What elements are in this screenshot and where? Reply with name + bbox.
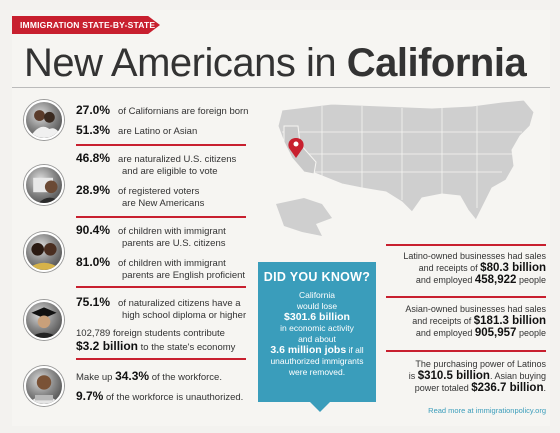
stat-registered-voters: 28.9% of registered voters are New Americ… (76, 183, 205, 209)
did-you-know-pointer (310, 402, 330, 412)
did-you-know-heading: DID YOU KNOW? (263, 270, 371, 284)
divider (76, 144, 246, 146)
did-you-know-box: DID YOU KNOW? California would lose $301… (258, 262, 376, 412)
stat-children-english: 81.0% of children with immigrant parents … (76, 255, 246, 281)
purchasing-power-stat: The purchasing power of Latinos is $310.… (408, 359, 546, 394)
asian-business-stat: Asian-owned businesses had sales and rec… (405, 304, 546, 339)
stat-foreign-students: 102,789 foreign students contribute $3.2… (76, 328, 236, 353)
stat-latino-asian: 51.3% are Latino or Asian (76, 123, 198, 137)
title-strong: California (346, 41, 527, 85)
latino-business-stat: Latino-owned businesses had sales and re… (403, 251, 546, 286)
stat-diploma: 75.1% of naturalized citizens have a high… (76, 295, 247, 321)
divider (386, 350, 546, 352)
alaska-shape (276, 198, 332, 236)
us-mainland-shape (277, 99, 535, 221)
divider (386, 296, 546, 298)
voter-photo (24, 165, 64, 205)
graduate-photo (24, 300, 64, 340)
divider (76, 216, 246, 218)
stat-workforce: Make up 34.3% of the workforce. (76, 369, 222, 383)
stat-unauthorized-workforce: 9.7% of the workforce is unauthorized. (76, 389, 244, 403)
title-divider (12, 87, 550, 88)
did-you-know-body: California would lose $301.6 billion in … (270, 290, 364, 377)
read-more-link[interactable]: Read more at immigrationpolicy.org (428, 406, 546, 415)
category-ribbon: IMMIGRATION STATE-BY-STATE (12, 16, 160, 34)
divider (76, 286, 246, 288)
stat-foreign-born: 27.0% of Californians are foreign born (76, 103, 249, 117)
divider (76, 358, 246, 360)
divider (386, 244, 546, 246)
stat-children-citizens: 90.4% of children with immigrant parents … (76, 223, 226, 249)
title-light: New Americans in (24, 41, 337, 85)
family-photo-1 (24, 100, 64, 140)
worker-photo (24, 366, 64, 406)
stat-naturalized: 46.8% are naturalized U.S. citizens and a… (76, 151, 237, 177)
us-map (276, 99, 535, 236)
location-pin-icon (288, 138, 304, 158)
children-photo (24, 232, 64, 272)
state-borders (282, 106, 522, 208)
page-title: New Americans in California (24, 40, 527, 86)
